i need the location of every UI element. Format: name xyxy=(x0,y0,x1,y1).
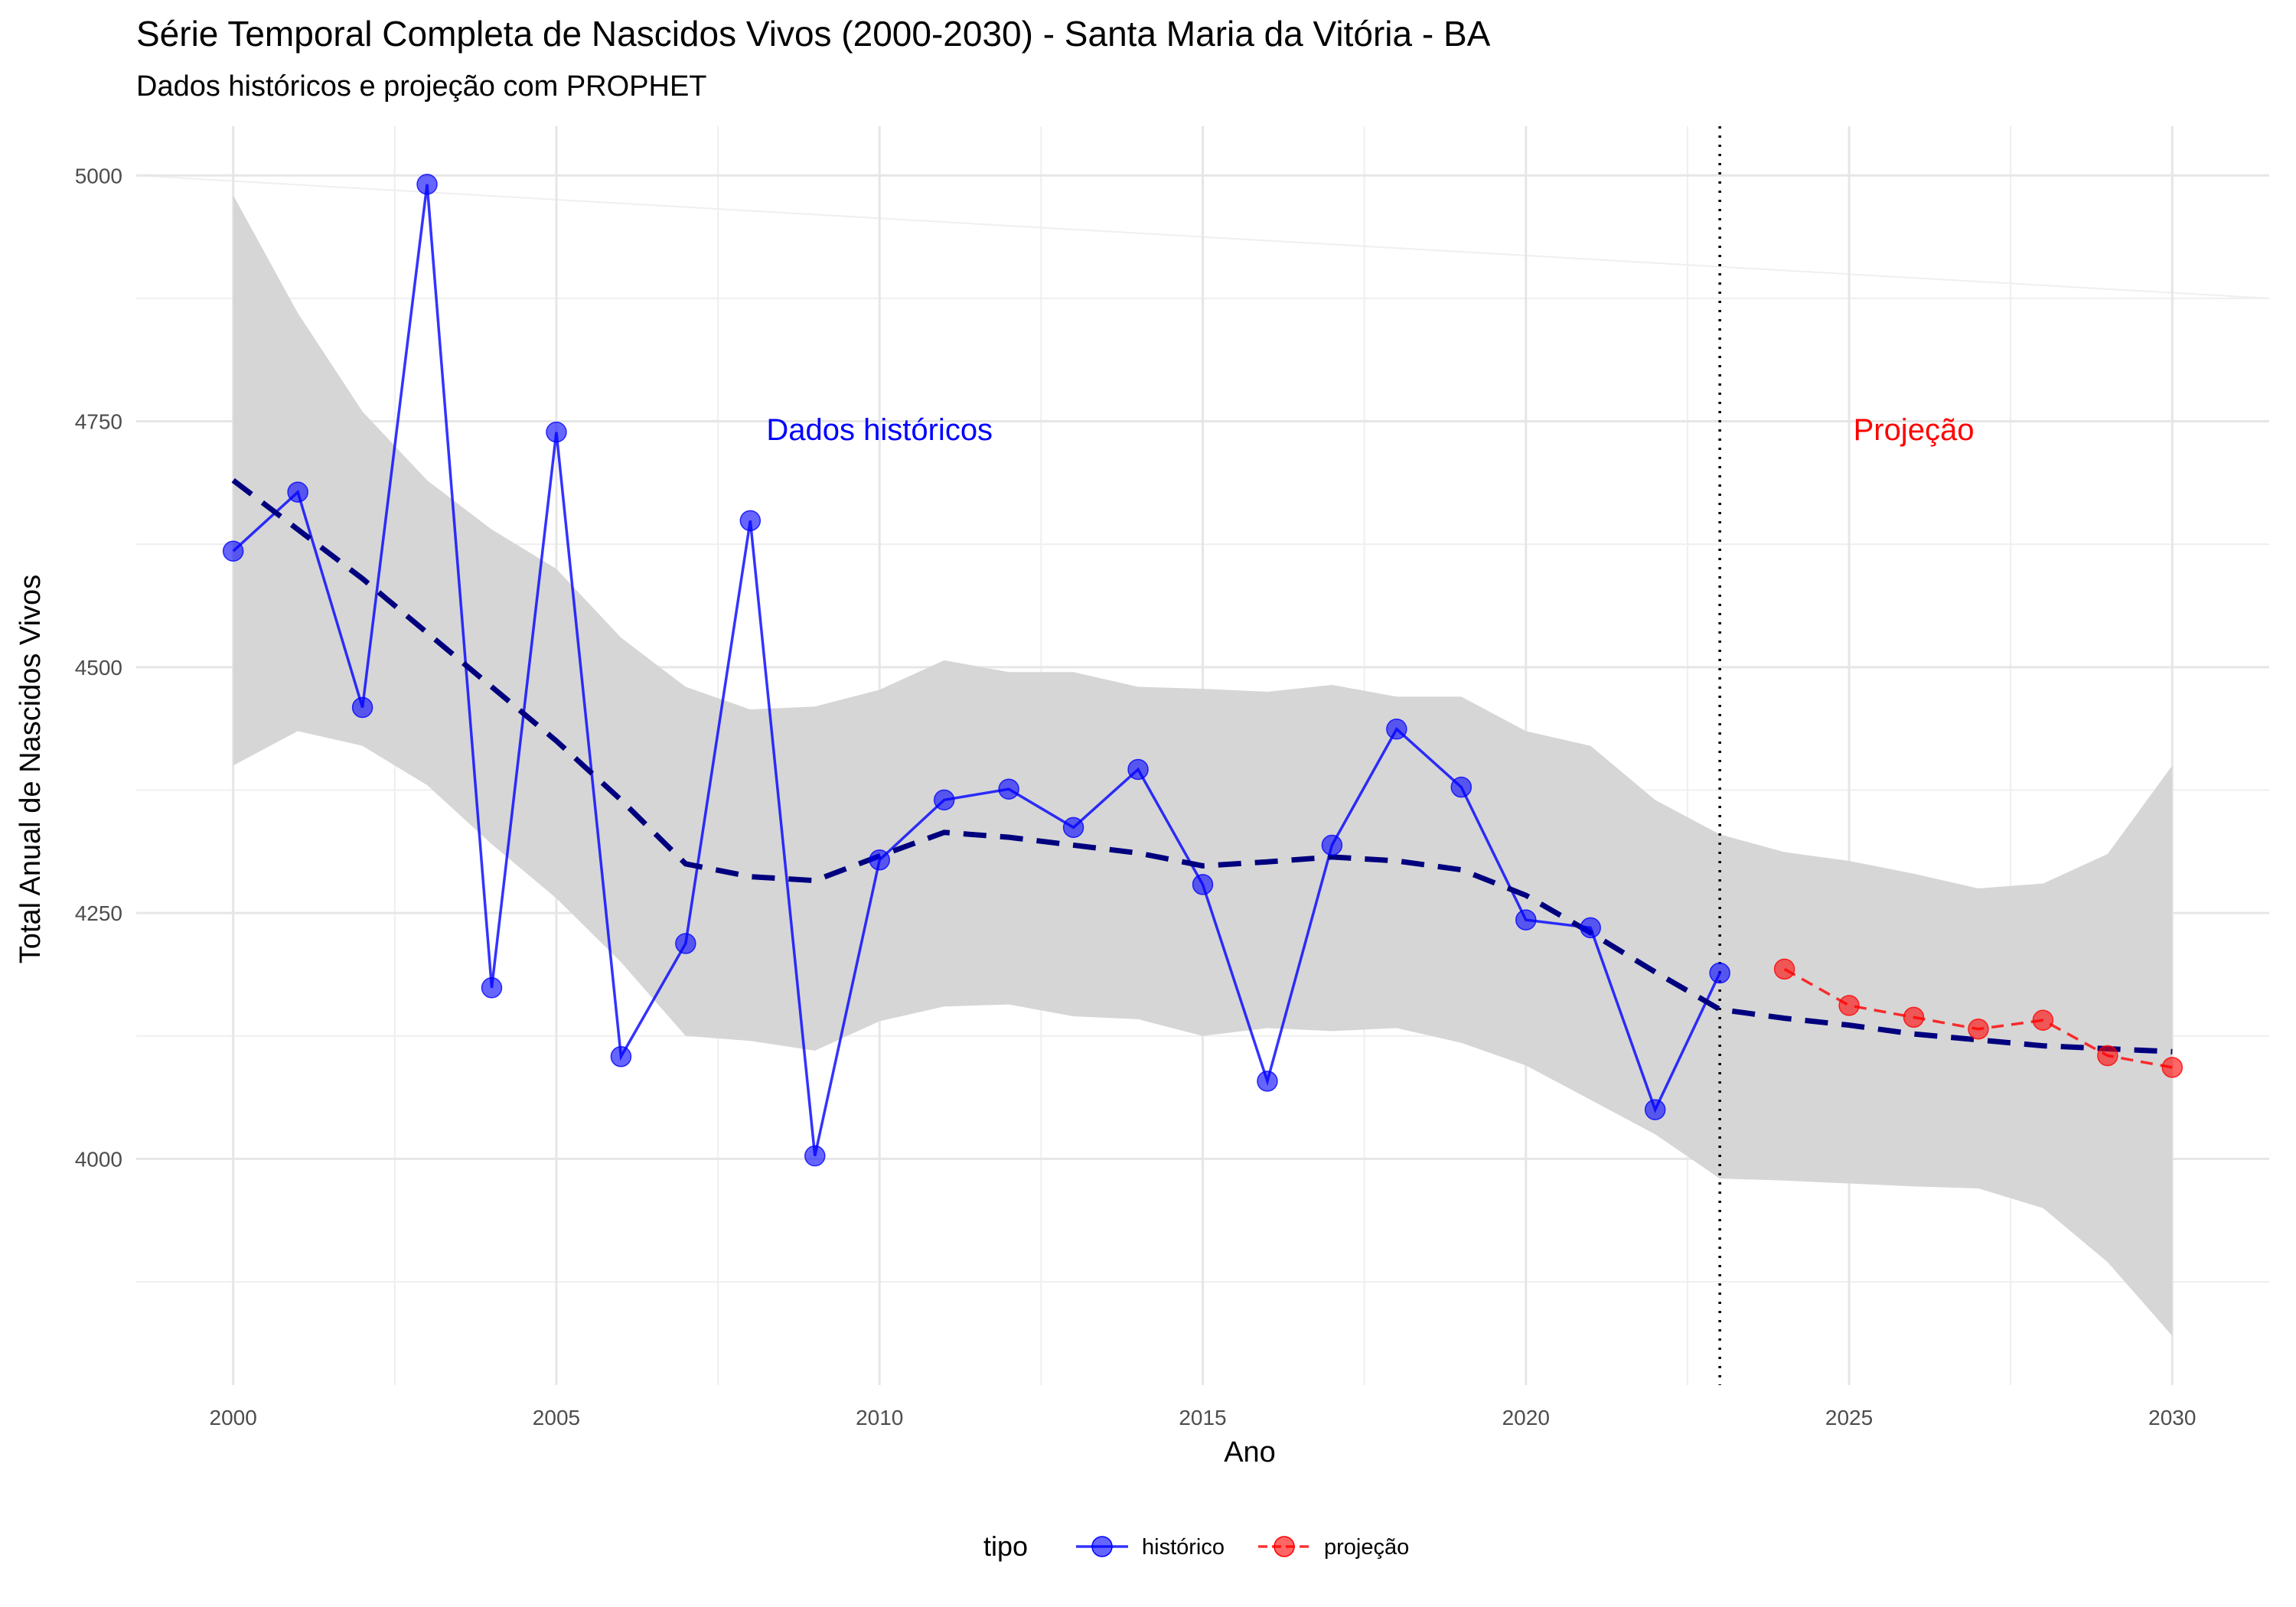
y-axis-ticks: 4000 4250 4500 4750 5000 xyxy=(75,164,122,1171)
legend-label-historico: histórico xyxy=(1142,1535,1225,1560)
data-point-historico xyxy=(610,1046,632,1068)
data-point-projecao xyxy=(2097,1045,2118,1067)
data-point-historico xyxy=(481,977,503,999)
data-point-historico xyxy=(739,510,762,532)
data-point-historico xyxy=(933,789,955,811)
x-axis-title: Ano xyxy=(1224,1436,1276,1468)
data-point-historico xyxy=(1257,1071,1278,1092)
annotation-projecao: Projeção xyxy=(1854,413,1975,447)
data-point-projecao xyxy=(1968,1019,1989,1040)
y-tick-label: 4500 xyxy=(75,656,122,680)
chart-title: Série Temporal Completa de Nascidos Vivo… xyxy=(136,14,1491,54)
data-point-historico xyxy=(1450,776,1473,798)
annotation-historico: Dados históricos xyxy=(766,413,993,447)
x-tick-label: 2005 xyxy=(533,1406,580,1429)
y-axis-title: Total Anual de Nascidos Vivos xyxy=(15,575,47,963)
data-point-historico xyxy=(1515,909,1537,931)
data-point-historico xyxy=(998,778,1019,800)
chart-subtitle: Dados históricos e projeção com PROPHET xyxy=(136,70,707,103)
x-tick-label: 2010 xyxy=(856,1406,903,1429)
x-tick-label: 2015 xyxy=(1179,1406,1226,1429)
y-tick-label: 5000 xyxy=(75,164,122,187)
y-tick-label: 4000 xyxy=(75,1147,122,1171)
data-point-projecao xyxy=(1773,958,1795,980)
annotations: Dados históricos Projeção xyxy=(766,413,1974,447)
data-point-historico xyxy=(351,696,373,719)
legend-title: tipo xyxy=(983,1530,1028,1562)
x-tick-label: 2030 xyxy=(2148,1406,2196,1429)
legend-point-historico xyxy=(1091,1536,1113,1557)
trend-line xyxy=(231,478,2173,1054)
y-tick-label: 4750 xyxy=(75,410,122,434)
data-point-historico xyxy=(675,933,696,954)
trend-line-path xyxy=(231,478,2173,1054)
data-point-historico xyxy=(1321,834,1343,856)
data-points xyxy=(222,174,2183,1167)
x-tick-label: 2020 xyxy=(1502,1406,1550,1429)
data-point-projecao xyxy=(1838,995,1860,1016)
x-axis-ticks: 2000 2005 2010 2015 2020 2025 2030 xyxy=(210,1406,2197,1429)
x-tick-label: 2025 xyxy=(1825,1406,1873,1429)
data-point-historico xyxy=(1062,817,1084,839)
data-point-historico xyxy=(804,1145,826,1167)
data-point-historico xyxy=(416,174,438,195)
y-tick-label: 4250 xyxy=(75,901,122,925)
legend: tipo histórico projeção xyxy=(983,1530,1409,1562)
data-point-historico xyxy=(1192,874,1214,895)
data-point-historico xyxy=(222,540,244,562)
data-point-projecao xyxy=(2032,1009,2054,1031)
data-point-projecao xyxy=(2161,1057,2183,1078)
data-point-historico xyxy=(1644,1099,1666,1120)
confidence-band-area xyxy=(233,194,2173,1336)
data-point-projecao xyxy=(1903,1006,1925,1028)
data-point-historico xyxy=(869,849,890,871)
data-point-historico xyxy=(1709,962,1730,984)
data-point-historico xyxy=(1386,719,1407,740)
data-point-historico xyxy=(546,421,567,443)
x-tick-label: 2000 xyxy=(210,1406,257,1429)
data-point-historico xyxy=(1127,758,1149,781)
confidence-band xyxy=(233,194,2173,1336)
series-line-historico xyxy=(232,184,1721,1156)
legend-point-projecao xyxy=(1274,1536,1295,1557)
data-point-historico xyxy=(1580,917,1601,939)
data-point-historico xyxy=(287,481,308,503)
legend-label-projecao: projeção xyxy=(1324,1535,1409,1560)
